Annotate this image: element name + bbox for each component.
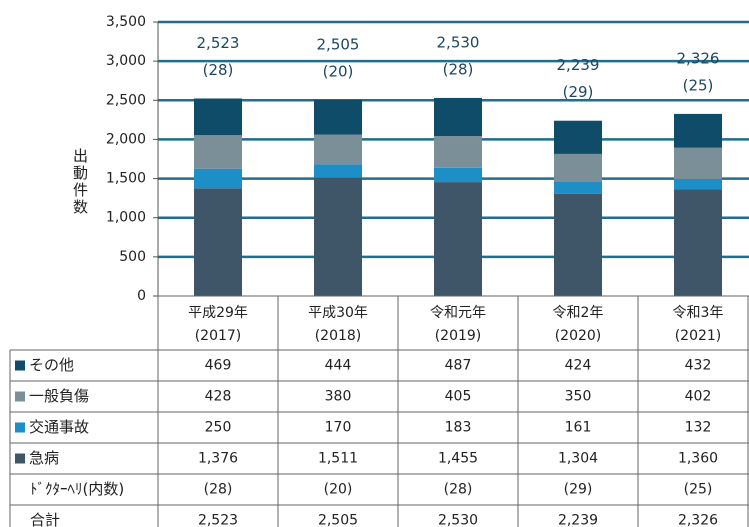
table-cell: 2,326	[678, 513, 718, 527]
table-cell: 2,523	[198, 513, 238, 527]
table-cell: 350	[565, 389, 592, 405]
table-cell: 183	[445, 420, 472, 436]
x-tick-label: 平成29年	[188, 305, 248, 321]
table-cell: 380	[325, 389, 352, 405]
bar-segment	[674, 147, 722, 180]
table-cell: 1,455	[438, 451, 478, 467]
bar-segment	[194, 168, 242, 189]
table-cell: 469	[205, 358, 232, 374]
x-tick-label: (2019)	[435, 328, 482, 344]
total-label: 2,239	[557, 56, 600, 74]
table-cell: (28)	[444, 482, 473, 498]
bar-segment	[434, 182, 482, 296]
x-tick-label: 令和3年	[673, 305, 724, 321]
x-tick-label: 令和2年	[553, 305, 604, 321]
table-cell: 250	[205, 420, 232, 436]
bar-segment	[194, 98, 242, 136]
y-tick-label: 1,000	[106, 210, 146, 226]
table-cell: 2,530	[438, 513, 478, 527]
row-label: 交通事故	[29, 418, 89, 436]
table-cell: 428	[205, 389, 232, 405]
legend-swatch	[15, 391, 25, 402]
x-tick-label: 令和元年	[430, 305, 486, 321]
bar-segment	[194, 135, 242, 169]
table-cell: (29)	[564, 482, 593, 498]
x-tick-label: (2017)	[195, 328, 242, 344]
bar-segment	[434, 167, 482, 183]
table-cell: (28)	[204, 482, 233, 498]
y-tick-label: 3,000	[106, 53, 146, 69]
bar-segment	[314, 177, 362, 296]
bar-segment	[674, 189, 722, 296]
table-cell: 1,360	[678, 451, 718, 467]
table-cell: 1,511	[318, 451, 358, 467]
row-label: その他	[29, 356, 74, 374]
x-tick-label: (2018)	[315, 328, 362, 344]
bar-segment	[434, 136, 482, 168]
table-cell: 2,505	[318, 513, 358, 527]
table-cell: 161	[565, 420, 592, 436]
y-axis-label: 出動件数	[71, 148, 89, 216]
bar-segment	[674, 113, 722, 148]
doctor-heli-label: (29)	[563, 83, 594, 101]
table-cell: 1,376	[198, 451, 238, 467]
row-label: 急病	[29, 449, 59, 467]
table-cell: 444	[325, 358, 352, 374]
table-cell: 424	[565, 358, 592, 374]
bar-segment	[314, 99, 362, 135]
bar-segment	[674, 179, 722, 190]
doctor-heli-label: (28)	[203, 61, 234, 79]
row-label: 一般負傷	[29, 387, 89, 405]
y-tick-label: 0	[137, 288, 146, 304]
y-tick-label: 3,500	[106, 14, 146, 30]
legend-swatch	[15, 360, 25, 371]
table-cell: 405	[445, 389, 472, 405]
doctor-heli-label: (28)	[443, 60, 474, 78]
row-label: ﾄﾞｸﾀｰﾍﾘ(内数)	[30, 480, 124, 498]
table-cell: 487	[445, 358, 472, 374]
y-tick-label: 1,500	[106, 171, 146, 187]
x-tick-label: 平成30年	[308, 305, 368, 321]
bar-segment	[554, 193, 602, 296]
bar-segment	[314, 164, 362, 178]
x-tick-label: (2020)	[555, 328, 602, 344]
doctor-heli-label: (20)	[323, 62, 354, 80]
bar-segment	[314, 134, 362, 165]
bar-segment	[434, 97, 482, 137]
total-label: 2,326	[677, 49, 720, 67]
table-cell: (25)	[684, 482, 713, 498]
table-cell: 1,304	[558, 451, 598, 467]
table-cell: 132	[685, 420, 712, 436]
y-tick-label: 2,500	[106, 92, 146, 108]
total-label: 2,530	[437, 33, 480, 51]
bar-segment	[194, 188, 242, 296]
table-cell: 170	[325, 420, 352, 436]
x-tick-label: (2021)	[675, 328, 722, 344]
total-label: 2,505	[317, 35, 360, 53]
legend-swatch	[15, 422, 25, 433]
doctor-heli-label: (25)	[683, 76, 714, 94]
row-label: 合計	[30, 511, 60, 527]
bar-segment	[554, 120, 602, 154]
y-tick-label: 500	[119, 249, 146, 265]
bar-segment	[554, 181, 602, 194]
table-cell: 402	[685, 389, 712, 405]
total-label: 2,523	[197, 34, 240, 52]
legend-swatch	[15, 453, 25, 464]
y-tick-label: 2,000	[106, 131, 146, 147]
bar-segment	[554, 153, 602, 182]
table-cell: 2,239	[558, 513, 598, 527]
table-cell: 432	[685, 358, 712, 374]
table-cell: (20)	[324, 482, 353, 498]
